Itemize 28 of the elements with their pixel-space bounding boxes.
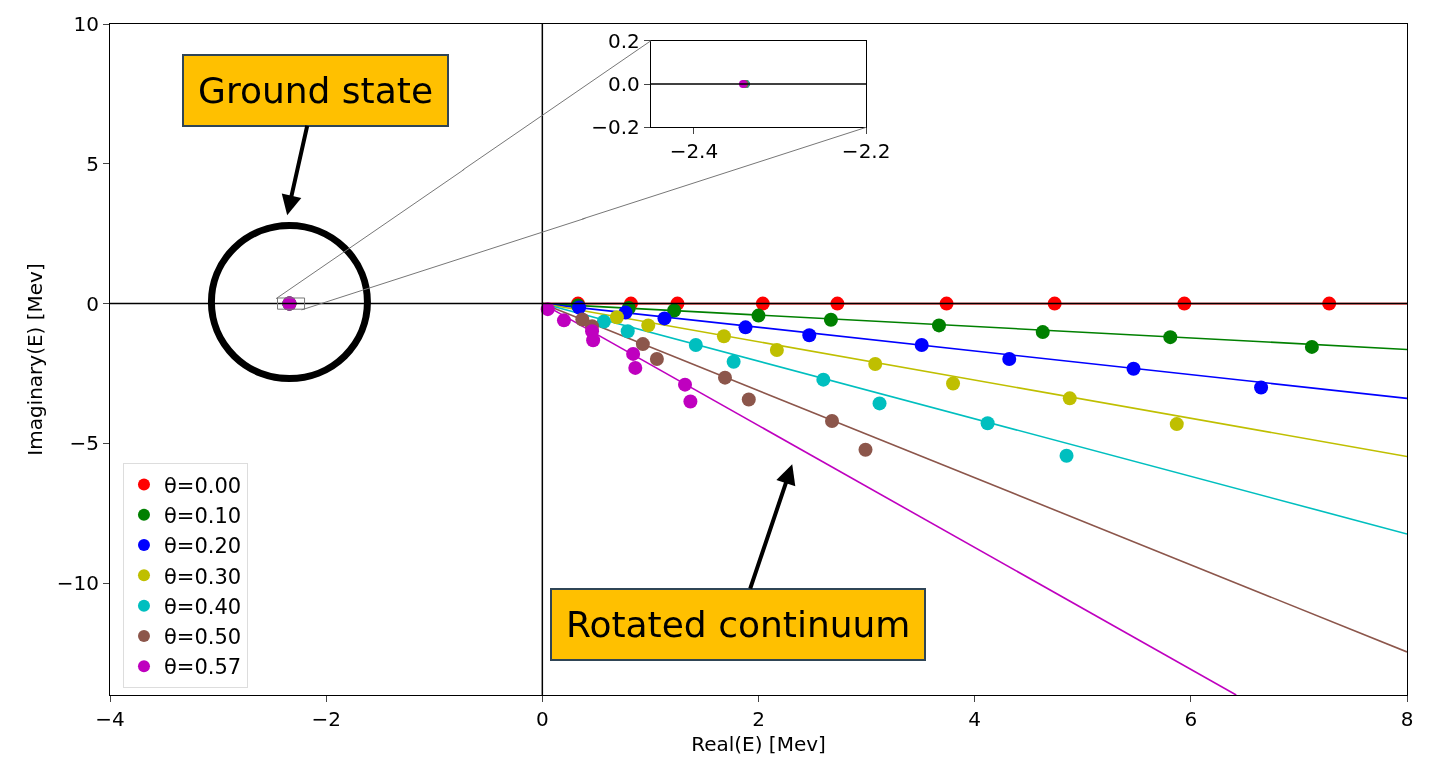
legend-label: θ=0.00 [163,473,242,498]
legend-label: θ=0.10 [163,503,242,528]
legend-label: θ=0.50 [163,625,242,650]
x-axis-title: Real(E) [Mev] [691,731,826,756]
y-tick-label: 10 [73,12,99,36]
x-tick-label: 4 [968,707,982,732]
y-tick-label: −0.2 [591,115,640,140]
y-tick-label: 0.2 [607,28,640,53]
x-tick-label: 6 [1184,707,1198,732]
x-tick-label: −2.4 [669,139,719,164]
x-tick-label: −2 [311,707,341,732]
legend-label: θ=0.30 [163,564,242,589]
y-tick-label: 5 [86,151,99,176]
legend-label: θ=0.40 [163,594,242,619]
x-tick-label: 0 [535,707,549,732]
x-tick-label: −2.2 [841,139,891,164]
y-tick-label: −5 [69,431,99,456]
annotation: Ground state [198,70,434,111]
x-tick-label: 2 [752,707,765,732]
x-tick-label: 8 [1400,707,1414,732]
y-tick-label: 0 [86,291,99,316]
x-tick-label: −4 [95,707,125,732]
legend-label: θ=0.57 [163,655,242,680]
y-tick-label: 0.0 [607,72,640,97]
y-axis-title: Imaginary(E) [Mev] [23,263,48,456]
annotation: Rotated continuum [566,604,911,645]
y-tick-label: −10 [56,571,99,596]
legend-label: θ=0.20 [163,534,242,559]
